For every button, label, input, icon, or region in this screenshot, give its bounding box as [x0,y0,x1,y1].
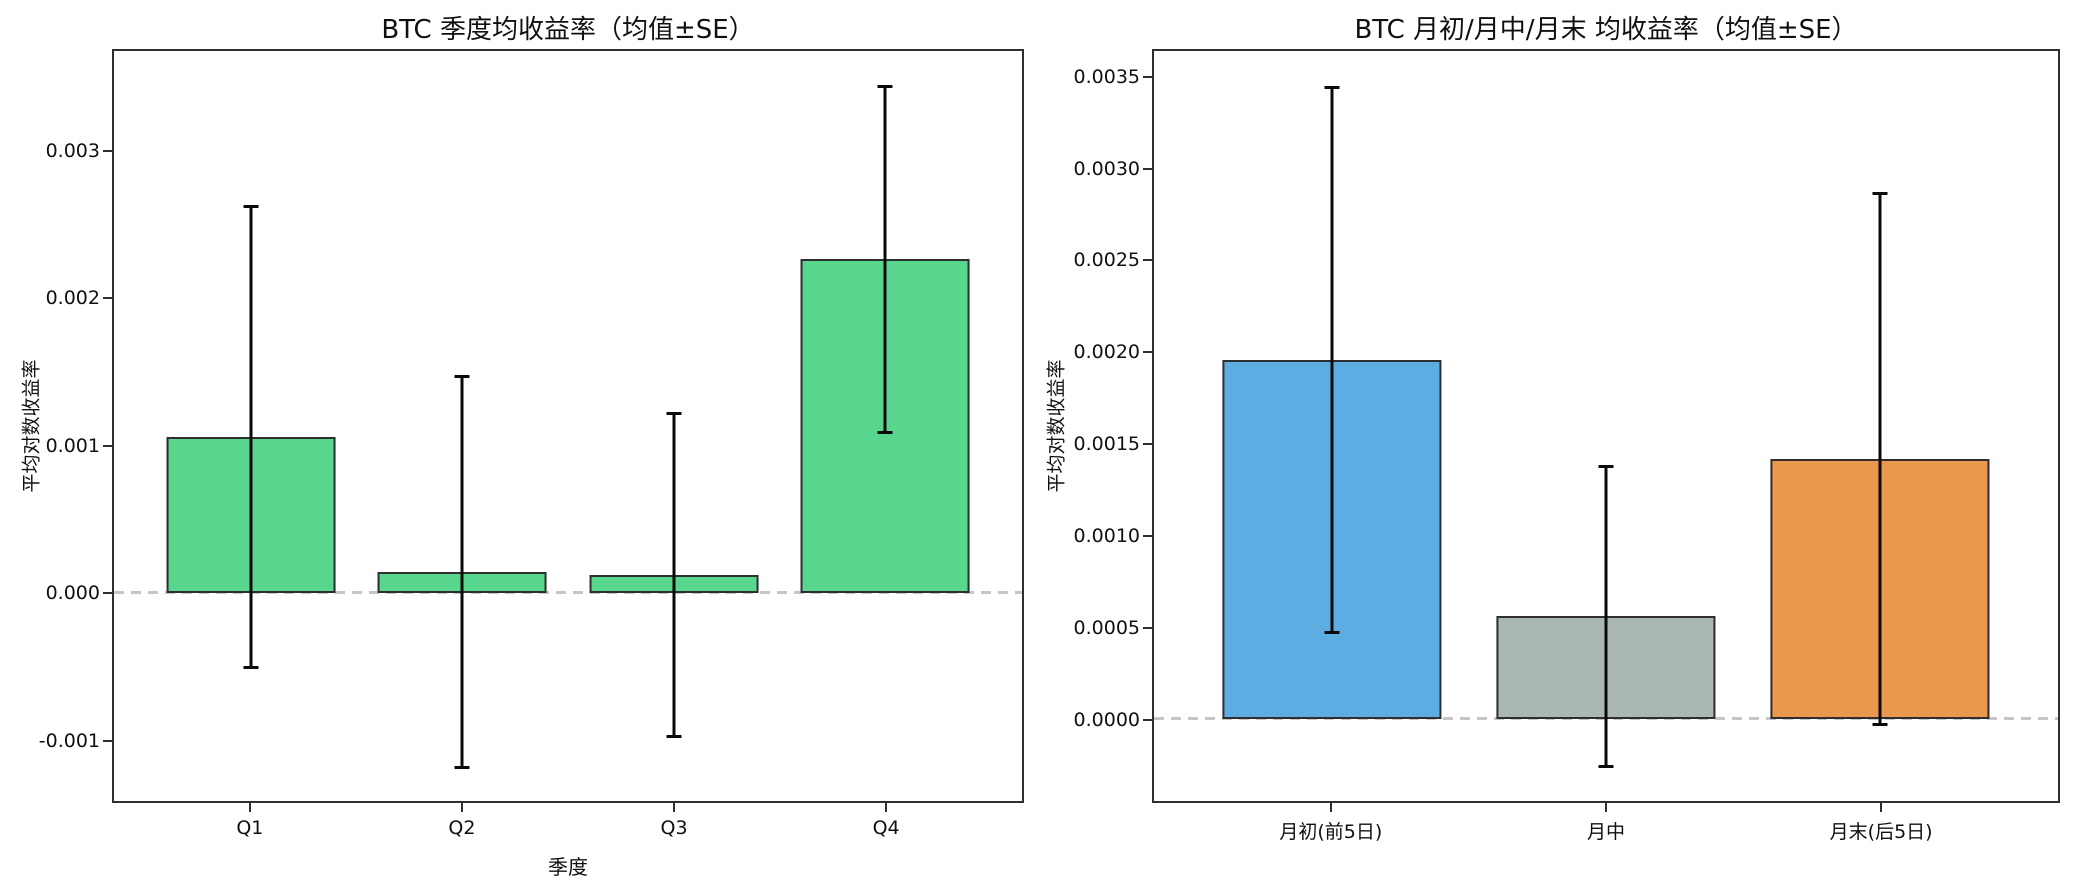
y-tick-label: 0.0000 [1073,709,1140,732]
x-axis-label: 季度 [548,855,588,879]
error-bar-cap-top [877,84,893,88]
error-bar-cap-top [243,205,259,209]
y-tick-label: 0.0030 [1073,157,1140,180]
error-bar-cap-bottom [877,431,893,435]
error-bar-line [672,413,676,737]
x-tick-mark [1329,803,1332,812]
x-tick-mark [248,803,251,812]
subplot-quarterly-returns: BTC 季度均收益率（均值±SE） 平均对数收益率 季度 0.003 0.002 0… [21,15,1024,879]
y-tick-mark [103,592,112,595]
error-bar-cap-top [1872,192,1888,196]
y-tick-label: 0.003 [45,139,100,162]
y-tick-mark [103,444,112,447]
error-bar-cap-bottom [1872,722,1888,726]
x-tick-mark [460,803,463,812]
y-tick-label: 0.0020 [1073,341,1140,364]
error-bar-cap-bottom [1598,764,1614,768]
error-bar-line [1878,193,1882,725]
chart-title: BTC 季度均收益率（均值±SE） [381,15,755,45]
y-tick-mark [1143,167,1152,170]
y-tick-mark [1143,259,1152,262]
error-bar-cap-bottom [666,734,682,738]
y-tick-label: 0.000 [45,582,100,605]
error-bar-cap-top [666,412,682,416]
y-tick-label: 0.0010 [1073,525,1140,548]
y-tick-label: 0.0025 [1073,249,1140,272]
x-tick-mark [1605,803,1607,812]
y-tick-label: 0.0005 [1073,617,1140,640]
error-bar-line [460,376,464,768]
y-axis-label: 平均对数收益率 [20,359,43,493]
y-tick-label: 0.002 [45,287,100,310]
error-bar-cap-top [1324,86,1340,90]
y-tick-mark [103,740,112,743]
zero-dashed-line [114,591,1022,595]
x-tick-label: Q4 [872,817,900,839]
y-axis-label: 平均对数收益率 [1045,359,1068,493]
subplot-monthphase-returns: BTC 月初/月中/月末 均收益率（均值±SE） 平均对数收益率 0.0035 0… [1046,15,2060,843]
error-bar-cap-bottom [243,665,259,669]
chart-title: BTC 月初/月中/月末 均收益率（均值±SE） [1354,15,1858,45]
error-bar-cap-top [1598,464,1614,468]
error-bar-line [883,86,887,433]
error-bar-cap-bottom [1324,631,1340,635]
x-tick-label: 月末(后5日) [1829,821,1933,843]
error-bar-line [1604,466,1608,767]
x-tick-mark [673,803,676,812]
error-bar-cap-bottom [454,765,470,769]
y-tick-mark [1143,443,1152,446]
y-tick-mark [1143,75,1152,78]
x-tick-label: 月中 [1586,821,1626,843]
x-tick-mark [1880,803,1883,812]
y-tick-mark [1143,535,1152,538]
plot-area [112,49,1024,803]
y-tick-mark [1143,719,1152,722]
x-tick-label: Q3 [660,817,688,839]
x-tick-label: Q2 [448,817,476,839]
error-bar-cap-top [454,375,470,379]
y-tick-label: 0.0015 [1073,433,1140,456]
y-tick-mark [1143,351,1152,354]
error-bar-line [249,206,253,668]
x-tick-label: Q1 [236,817,264,839]
error-bar-line [1330,87,1334,633]
x-tick-mark [885,803,888,812]
y-tick-label: -0.001 [38,730,100,753]
y-tick-label: 0.001 [45,434,100,457]
y-tick-label: 0.0035 [1073,65,1140,88]
x-tick-label: 月初(前5日) [1279,821,1383,843]
y-tick-mark [1143,627,1152,630]
y-tick-mark [103,149,112,152]
y-tick-mark [103,297,112,300]
plot-area [1152,49,2060,803]
